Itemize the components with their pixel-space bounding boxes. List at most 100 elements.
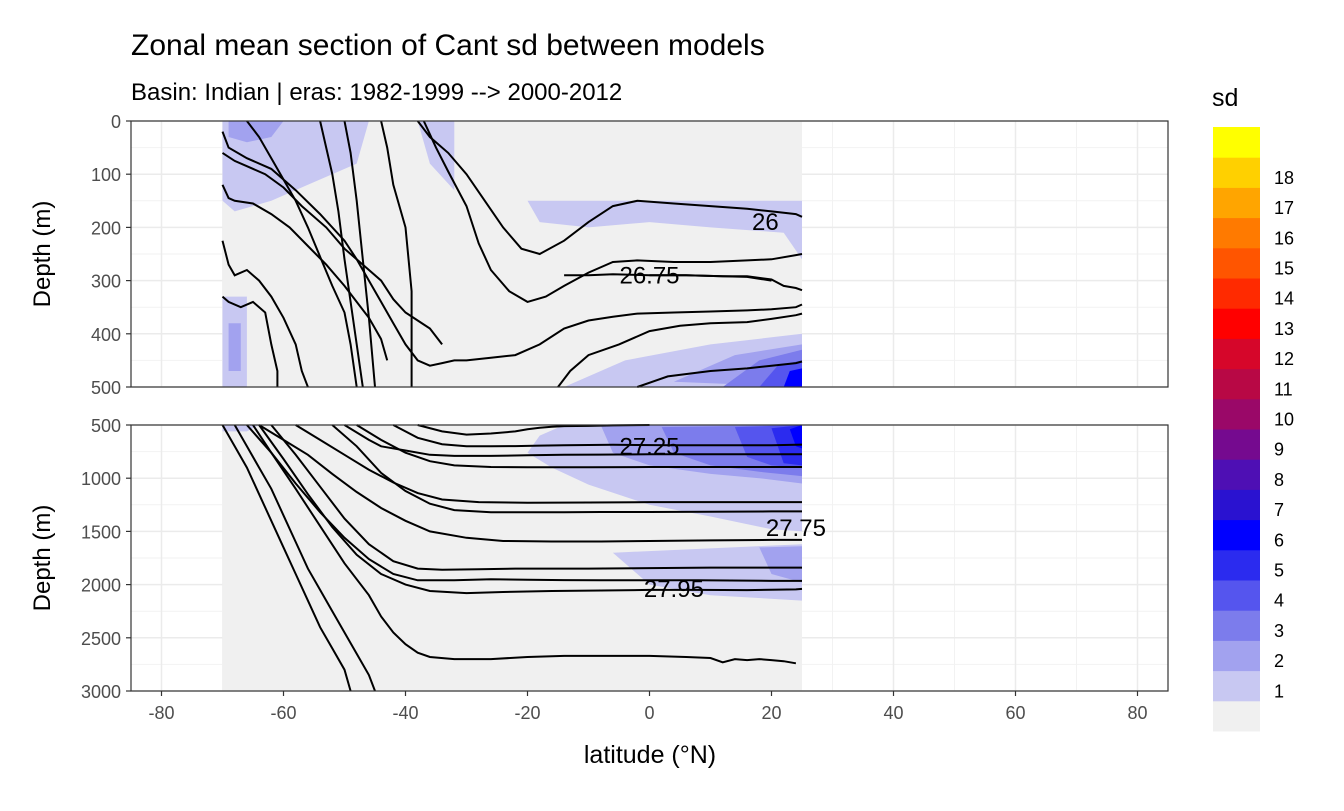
- legend-swatch: [1213, 610, 1260, 641]
- isopycnal-line: [343, 424, 802, 457]
- sd-region: [417, 121, 455, 191]
- sd-region: [759, 546, 802, 583]
- panels: 2626.75010020030040050027.2527.7527.9550…: [81, 112, 1169, 723]
- chart-subtitle: Basin: Indian | eras: 1982-1999 --> 2000…: [131, 79, 622, 106]
- legend-label: 11: [1274, 379, 1293, 399]
- isopycnal-line: [252, 424, 797, 665]
- legend-swatch: [1213, 247, 1260, 279]
- isopycnal-line: [331, 424, 802, 514]
- contour-label: 26.75: [619, 262, 679, 289]
- sd-region: [612, 544, 802, 601]
- isopycnal-line: [636, 360, 803, 388]
- isopycnal-line: [221, 295, 279, 387]
- y-tick-label: 3000: [81, 682, 121, 702]
- sd-region: [783, 368, 802, 387]
- y-tick-label: 1500: [81, 522, 121, 542]
- legend-swatch: [1213, 217, 1260, 249]
- legend-label: 8: [1274, 470, 1284, 490]
- legend-label: 7: [1274, 500, 1284, 520]
- legend-swatch: [1213, 519, 1260, 551]
- isopycnal-line: [258, 424, 803, 595]
- contour-label: 27.75: [766, 515, 826, 542]
- legend-label: 2: [1274, 651, 1284, 671]
- y-tick-label: 0: [111, 112, 121, 132]
- legend-swatch: [1213, 489, 1260, 521]
- y-axis-label-upper: Depth (m): [29, 201, 56, 308]
- y-tick-label: 500: [91, 416, 121, 436]
- isopycnal-line: [649, 274, 772, 282]
- y-tick-label: 500: [91, 378, 121, 398]
- legend-label: 9: [1274, 440, 1284, 460]
- legend-label: 16: [1274, 228, 1294, 248]
- legend-swatch: [1213, 429, 1260, 460]
- sd-region: [222, 425, 260, 432]
- y-tick-label: 1000: [81, 469, 121, 489]
- legend-label: 14: [1274, 289, 1294, 309]
- legend-swatch: [1213, 157, 1260, 188]
- x-axis-label: latitude (°N): [584, 741, 716, 769]
- legend-swatch: [1213, 127, 1260, 158]
- legend-label: 6: [1274, 530, 1284, 550]
- panel-border: [130, 120, 1169, 388]
- contour-label: 26: [752, 209, 779, 236]
- contour-label: 27.95: [644, 576, 704, 603]
- x-tick-label: -60: [270, 703, 296, 723]
- legend-swatch: [1213, 278, 1260, 309]
- sd-region: [228, 323, 241, 371]
- isopycnal-line: [258, 424, 802, 543]
- legend-swatch: [1213, 398, 1260, 430]
- y-axis-label-lower: Depth (m): [29, 505, 56, 612]
- legend-label: 17: [1274, 198, 1294, 218]
- isopycnal-line: [417, 424, 650, 436]
- legend-swatch: [1213, 459, 1260, 490]
- x-tick-label: -20: [514, 703, 540, 723]
- isopycnal-line: [295, 424, 802, 504]
- contour-label: 27.25: [619, 433, 679, 460]
- legend-label: 12: [1274, 349, 1294, 369]
- legend-label: 15: [1274, 259, 1294, 279]
- x-tick-label: -40: [392, 703, 418, 723]
- x-tick-label: 80: [1127, 703, 1147, 723]
- x-tick-label: 40: [883, 703, 903, 723]
- legend-swatch: [1213, 368, 1260, 400]
- isopycnal-line: [392, 424, 803, 448]
- y-tick-label: 400: [91, 325, 121, 345]
- legend-label: 4: [1274, 591, 1284, 611]
- x-tick-label: 60: [1005, 703, 1025, 723]
- legend-swatch: [1213, 187, 1260, 219]
- y-tick-label: 2000: [81, 576, 121, 596]
- y-tick-label: 2500: [81, 629, 121, 649]
- isopycnal-line: [343, 120, 376, 388]
- y-tick-label: 200: [91, 218, 121, 238]
- legend-label: 5: [1274, 561, 1284, 581]
- isopycnal-line: [557, 312, 803, 388]
- isopycnal-line: [270, 424, 802, 571]
- legend-label: 3: [1274, 621, 1284, 641]
- legend-swatch: [1213, 580, 1260, 611]
- legend-swatch: [1213, 308, 1260, 339]
- chart-title: Zonal mean section of Cant sd between mo…: [131, 29, 765, 62]
- panel-upper: 26 26.75 0 100 200 300 400 500: [91, 112, 1169, 398]
- legend-label: 18: [1274, 168, 1294, 188]
- isopycnal-line: [246, 120, 358, 388]
- y-tick-label: 300: [91, 272, 121, 292]
- isopycnal-line: [221, 131, 803, 367]
- legend-swatch: [1213, 640, 1260, 672]
- isopycnal-line: [221, 240, 309, 388]
- legend-label: 10: [1274, 410, 1294, 430]
- legend-label: 1: [1274, 681, 1284, 701]
- legend-swatch: [1213, 670, 1260, 702]
- isopycnal-line: [233, 424, 376, 692]
- isopycnal-line: [319, 120, 364, 388]
- legend-label: 13: [1274, 319, 1294, 339]
- x-tick-label: 20: [761, 703, 781, 723]
- x-tick-label: 0: [644, 703, 654, 723]
- isopycnal-line: [221, 152, 443, 346]
- isopycnal-line: [422, 120, 803, 303]
- sd-region: [789, 425, 802, 449]
- legend-swatch: [1213, 549, 1260, 581]
- isopycnal-line: [380, 120, 413, 387]
- panel-lower: 27.25 27.75 27.95 500 1000 1500 2000 2500 3000: [81, 416, 1169, 702]
